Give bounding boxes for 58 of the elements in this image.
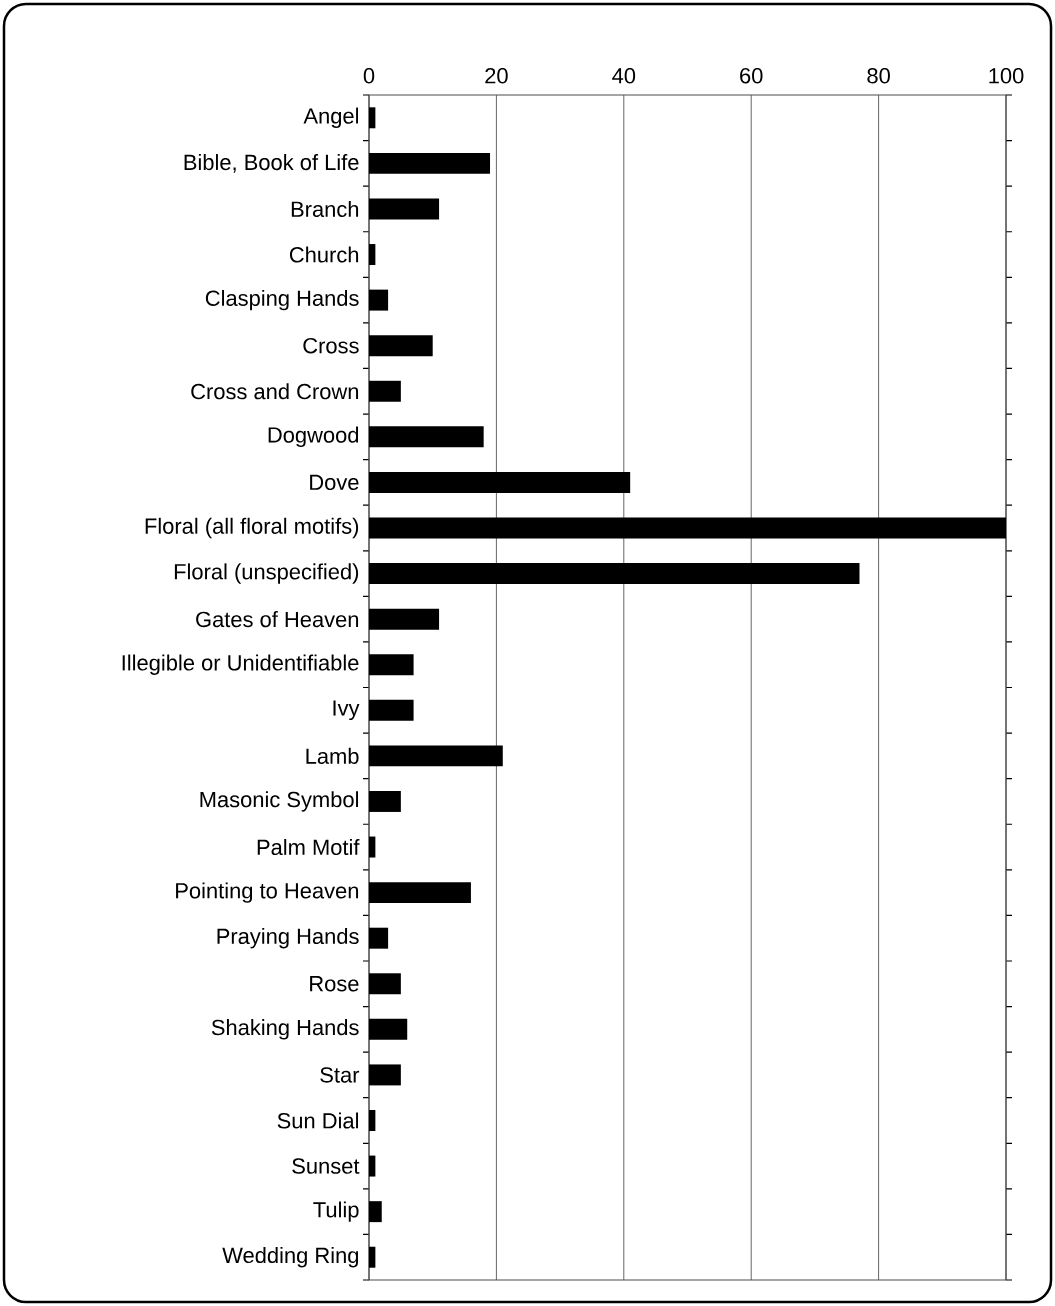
y-tick-label: Ivy [333, 700, 360, 721]
y-tick-label: Star [320, 1067, 360, 1083]
bar [369, 107, 376, 129]
bar [369, 563, 860, 585]
bar [369, 608, 440, 630]
y-tick-label: Wedding Ring [222, 1247, 359, 1268]
y-tick-label: Dogwood [268, 426, 359, 448]
bar [369, 289, 389, 311]
bar [369, 517, 1007, 539]
y-tick-label: Masonic Symbol [200, 791, 358, 812]
bar [369, 1201, 382, 1223]
bar [369, 198, 440, 220]
bar [369, 380, 401, 402]
y-tick-label: Angel [303, 107, 359, 129]
bar [369, 471, 631, 493]
bar [369, 1018, 408, 1040]
y-tick-label: Illegible or Unidentifiable [122, 654, 359, 675]
x-tick-label: 80 [867, 67, 890, 84]
y-tick-label: Cross and Crown [191, 383, 359, 400]
x-tick-label: 0 [363, 67, 375, 84]
bar [369, 1064, 401, 1086]
y-tick-label: Clasping Hands [205, 289, 359, 311]
y-tick-label: Palm Motif [257, 838, 360, 856]
bar [369, 335, 433, 357]
y-tick-label: Sun Dial [277, 1112, 358, 1129]
x-tick-label: 20 [485, 67, 508, 84]
bar [369, 973, 401, 995]
bar [369, 699, 414, 721]
bar [369, 244, 376, 266]
y-tick-label: Church [289, 246, 359, 263]
bar [369, 1155, 376, 1177]
bar [369, 152, 491, 174]
y-tick-label: Gates of Heaven [196, 611, 359, 628]
y-tick-label: Pointing to Heaven [176, 882, 359, 903]
y-tick-label: Cross [303, 337, 359, 354]
y-tick-label: Sunset [292, 1158, 360, 1174]
bar [369, 790, 401, 812]
bar [369, 426, 484, 448]
y-tick-label: Bible, Book of Life [184, 154, 359, 173]
x-tick-label: 60 [740, 67, 763, 84]
y-tick-label: Rose [310, 976, 359, 992]
y-tick-label: Floral (all floral motifs) [145, 517, 359, 539]
bar [369, 745, 503, 767]
bar [369, 882, 471, 904]
bar [369, 927, 389, 949]
y-tick-label: Floral (unspecified) [174, 563, 359, 584]
y-tick-label: Praying Hands [217, 927, 359, 949]
x-tick-label: 100 [989, 67, 1024, 84]
x-tick-label: 40 [612, 67, 636, 84]
y-tick-label: Shaking Hands [211, 1019, 359, 1040]
bar [369, 1246, 376, 1268]
y-tick-label: Branch [291, 200, 359, 218]
y-tick-label: Lamb [306, 747, 359, 764]
bar [369, 654, 414, 676]
bar [369, 836, 376, 858]
y-tick-label: Tulip [313, 1201, 359, 1222]
y-tick-label: Dove [310, 474, 359, 491]
bar [369, 1110, 376, 1131]
